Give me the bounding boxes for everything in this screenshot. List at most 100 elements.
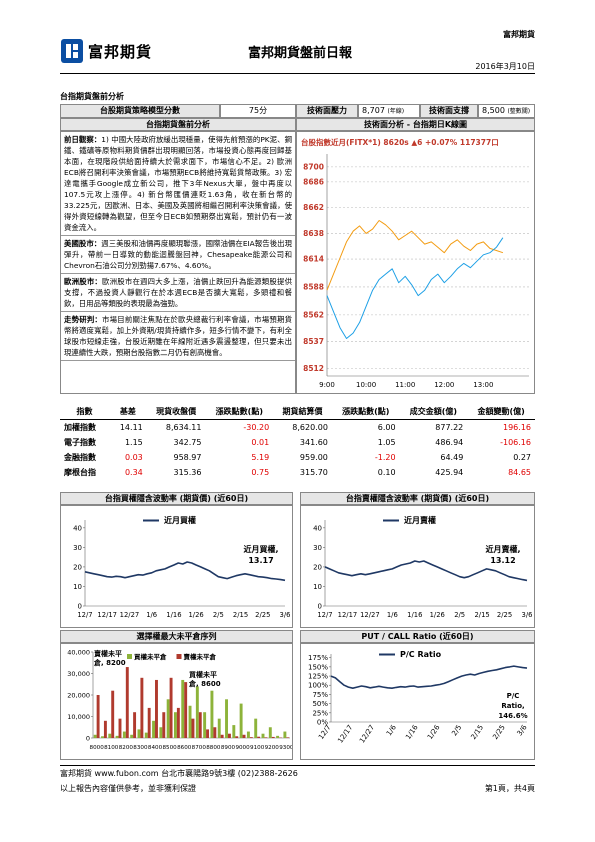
y-tick-label: 10 [313,583,322,591]
bar [264,737,268,738]
x-tick-label: 2/25 [255,611,270,619]
chart-legend-text: 台股指數近月(FITX*1) 8620s ▲6 +0.07% 117377口 [301,137,499,147]
chart-panel: 0 10 20 30 40 12/7 12/17 12/27 1/6 1/16 1/26 2/5 2/1… [300,505,535,628]
resistance-cell: 8,707 (年線) [358,104,420,118]
resistance-label: 技術面壓力 [296,104,358,118]
bar [188,705,192,738]
table-cell: 0.34 [124,468,143,477]
chart: 0 10,000 20,000 30,000 40,000 8000 8100 8200 830… [67,649,292,752]
chart-panel: 0 10,000 20,000 30,000 40,000 8000 8100 8200 830… [60,643,293,760]
score-value: 75分 [220,104,296,118]
table-cell: 電子指數 [64,438,96,447]
annotation: 13.17 [248,556,273,565]
x-tick-label: 1/26 [430,611,445,619]
paragraph-text: 市場目前關注焦點在於歐央總裁行利率會議，市場預期貨幣將適度寬鬆，加上外資期/現貨… [64,315,292,357]
x-tick-label: 9100 [250,745,265,751]
bar [101,736,104,738]
x-tick-label: 13:00 [473,381,493,389]
chart: 0%25%50%75%100%125%150%175%12/7 12/17 12/2… [308,650,529,745]
technical-title: 技術面分析 - 台指期日K線圖 [296,118,535,131]
y-tick-label: 150% [308,663,328,671]
paragraph: 走勢研判：市場目前關注焦點在於歐央總裁行利率會議，市場預期貨幣將適度寬鬆，加上外… [61,312,295,361]
x-tick-label: 8000 [90,745,105,751]
bar [239,703,243,738]
section-title: 台指期貨盤前分析 [60,92,124,101]
line-series [326,220,504,291]
bar [242,734,246,738]
y-tick-label: 40 [313,524,322,532]
x-tick-label: 1/16 [407,611,422,619]
paragraph-label: 歐洲股市： [64,277,103,286]
annotation: 倉, 8600 [188,679,221,688]
report-title: 富邦期貨盤前日報 [247,46,352,61]
y-tick-label: 8588 [303,282,324,291]
bar [246,731,250,738]
bar [206,729,210,738]
table-cell: -1.20 [374,453,396,462]
support-note: (整數關) [507,108,531,115]
table-cell: 金融指數 [64,453,96,462]
footer-contact: 富邦期貨 www.fubon.com 台北市襄陽路9號3樓 (02)2388-2… [60,769,298,778]
analysis-panel: 前日觀察：1) 中國大陸政府放緩出現穩量，使得先前預漲的PK泥、鋼鐵、鐵礦等原物… [60,131,296,394]
bar [271,736,275,738]
table-cell: 0.10 [377,468,396,477]
table-cell: 1.15 [124,438,143,447]
line-series [324,560,528,582]
y-tick-label: 8614 [303,255,324,264]
table-cell: 1.05 [377,438,396,447]
y-tick-label: 8562 [303,310,324,319]
x-tick-label: 8900 [221,745,236,751]
x-tick-label: 8600 [177,745,192,751]
bar [147,707,151,738]
x-tick-label: 1/6 [387,611,398,619]
bar [195,686,199,738]
chart: 0 10 20 30 40 12/7 12/17 12/27 1/6 1/16 1/26 2/5 2/1… [73,515,290,619]
x-tick-label: 2/5 [213,611,224,619]
y-tick-label: 30,000 [67,670,90,678]
table-cell: 958.97 [173,453,202,462]
x-tick-label: 9:00 [319,381,335,389]
annotation: 賣權未平 [93,649,122,658]
bar [176,707,180,738]
bar [261,733,265,738]
chart-title: 台指賣權隱含波動率 (期貨價) (近60日) [300,492,535,505]
paragraph-label: 美國股市： [64,239,102,248]
x-tick-label: 2/25 [497,611,512,619]
bar [125,667,129,738]
table-cell: 6.00 [377,423,396,432]
chart-title: 台指買權隱含波動率 (期貨價) (近60日) [60,492,293,505]
annotation: 近月買權, [243,544,278,554]
bar [235,736,239,738]
bar [115,735,119,738]
bar [257,736,261,738]
legend-label: 近月賣權 [404,515,436,525]
y-tick-label: 8662 [303,203,324,212]
bar [118,718,122,738]
bar [169,677,173,738]
x-tick-label: 2/5 [454,611,465,619]
x-tick-label: 12/17 [97,611,117,619]
paragraph-text: 歐洲股市在週四大多上漲，油價止跌回升為能源類股提供支撐，不過投資人靜觀行在於本週… [64,277,292,308]
paragraph: 前日觀察：1) 中國大陸政府放緩出現穩量，使得先前預漲的PK泥、鋼鐵、鐵礦等原物… [61,132,295,236]
x-tick-label: 12:00 [434,381,454,389]
bar [159,727,163,738]
x-tick-label: 1/26 [188,611,203,619]
table-cell: -106.16 [500,438,531,447]
x-tick-label: 1/16 [404,723,420,741]
chart-panel: 0% 25% 50% 75% 100% 125% 150% 175% 12/7 12/17 12/2… [300,643,535,760]
bar [232,725,236,738]
y-tick-label: 8512 [303,364,324,373]
y-tick-label: 40,000 [67,649,90,657]
bar [198,712,202,738]
annotation: 146.6% [498,712,527,720]
table-cell: 摩根台指 [64,468,96,477]
company-tag: 富邦期貨 [503,30,535,39]
table-row: 金融指數 0.03 958.97 5.19 959.00 -1.20 64.49 0.27 [60,450,535,465]
bar [217,718,221,738]
bar [191,718,195,738]
legend-label: 買權未平倉 [134,652,167,661]
table-cell: 加權指數 [64,423,96,432]
column-header: 金額變動(億) [467,404,535,420]
index-table: 指數 基差 現貨收盤價 漲跌點數(點) 期貨結算價 漲跌點數(點) 成交金額(億) 金額變動(… [60,404,535,480]
x-tick-label: 8500 [162,745,177,751]
